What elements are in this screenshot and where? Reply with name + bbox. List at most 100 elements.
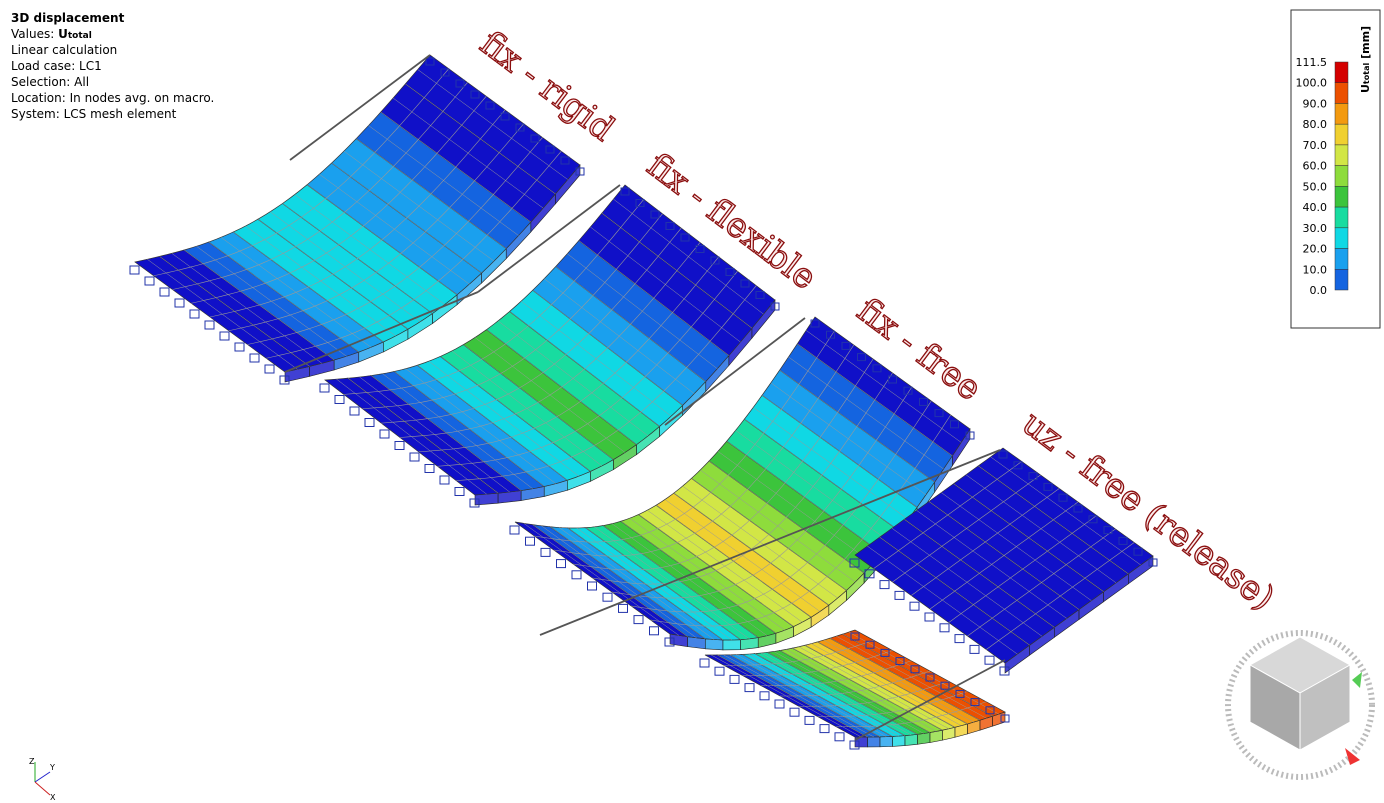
- plate-side: [879, 736, 893, 748]
- mesh-line: [532, 524, 688, 637]
- legend-swatch: [1334, 186, 1349, 208]
- support: [530, 134, 540, 143]
- mesh-line: [953, 483, 1104, 592]
- mesh-line: [723, 654, 874, 738]
- support: [919, 397, 928, 406]
- mesh-line: [682, 485, 838, 599]
- support: [620, 187, 630, 196]
- legend-swatch: [1334, 227, 1349, 249]
- mesh-line: [451, 350, 603, 467]
- support: [925, 673, 935, 682]
- link-line: [477, 184, 621, 293]
- support: [857, 353, 866, 362]
- mesh-line: [717, 451, 874, 564]
- mesh-line: [474, 337, 626, 453]
- legend-swatch: [1334, 61, 1349, 83]
- support: [159, 287, 170, 297]
- support: [633, 615, 644, 625]
- mesh-line: [829, 637, 981, 721]
- mesh-line: [717, 654, 868, 738]
- mesh-line: [567, 253, 718, 369]
- mesh-line: [319, 173, 470, 285]
- mesh-line: [629, 518, 785, 631]
- support: [894, 590, 905, 600]
- mesh-line: [331, 162, 482, 274]
- mesh-line: [817, 641, 968, 725]
- legend-swatch: [1334, 123, 1349, 146]
- legend-title-text: Utotal [mm]: [1359, 26, 1372, 93]
- support: [955, 689, 965, 698]
- plate-side: [867, 736, 881, 748]
- legend-swatch: [1334, 269, 1349, 291]
- support: [888, 375, 897, 384]
- support: [864, 569, 875, 579]
- mesh-line: [282, 203, 433, 314]
- legend-swatch: [1334, 248, 1349, 270]
- mesh-line: [521, 301, 672, 417]
- support: [755, 291, 765, 299]
- support: [1043, 482, 1053, 491]
- support: [680, 233, 690, 242]
- support: [425, 57, 435, 66]
- support: [334, 395, 345, 404]
- mesh-line: [359, 376, 510, 493]
- info-panel: 3D displacement Values: Utotal Linear ca…: [11, 11, 214, 121]
- nav-cube[interactable]: [1225, 630, 1375, 780]
- info-line: Load case: LC1: [11, 59, 102, 73]
- mesh-line: [523, 523, 679, 636]
- legend-subscript: total: [1362, 63, 1371, 85]
- support: [1013, 461, 1023, 470]
- support: [540, 547, 551, 557]
- legend-level: 111.5: [1296, 56, 1328, 69]
- support: [249, 353, 260, 363]
- mesh-line: [729, 654, 881, 738]
- legend-symbol: U: [1359, 84, 1372, 93]
- support: [174, 298, 185, 308]
- support: [602, 592, 613, 602]
- mesh-line: [356, 138, 507, 249]
- support: [970, 698, 980, 707]
- support: [1000, 714, 1010, 723]
- support: [440, 68, 450, 77]
- support: [950, 420, 959, 429]
- mesh-line: [879, 536, 1030, 646]
- support: [575, 167, 585, 176]
- support: [954, 634, 965, 644]
- legend-swatch: [1334, 82, 1349, 104]
- info-line: Linear calculation: [11, 43, 117, 57]
- support: [234, 342, 245, 352]
- mesh-line: [245, 225, 396, 337]
- mesh-line: [656, 504, 812, 618]
- legend-level: 60.0: [1303, 160, 1328, 173]
- support: [618, 603, 628, 613]
- mesh-line: [555, 266, 706, 382]
- plate-side: [892, 735, 906, 747]
- support: [1088, 515, 1098, 524]
- mesh-line: [836, 635, 987, 719]
- support: [1058, 493, 1068, 502]
- mesh-line: [664, 499, 821, 612]
- support: [714, 666, 725, 676]
- mesh-line: [405, 368, 556, 484]
- support: [1133, 547, 1143, 556]
- support: [204, 320, 215, 330]
- axis-x: X: [50, 793, 56, 802]
- legend-swatch: [1334, 206, 1349, 229]
- mesh-line: [736, 654, 887, 737]
- mesh-line: [405, 83, 556, 195]
- support: [560, 156, 570, 165]
- support: [189, 309, 200, 319]
- mesh-line: [368, 125, 519, 236]
- support: [969, 644, 980, 654]
- mesh-line: [601, 212, 753, 329]
- mesh-line: [754, 653, 906, 736]
- support: [985, 706, 995, 715]
- mesh-line: [711, 654, 862, 738]
- values-prefix: Values:: [11, 27, 54, 41]
- support: [364, 418, 375, 427]
- mesh-line: [941, 492, 1092, 601]
- legend: Utotal [mm] 111.5 100.0 90.0 80.0 70.0 60.0 50…: [1290, 9, 1381, 329]
- support: [826, 330, 835, 339]
- support: [509, 525, 520, 535]
